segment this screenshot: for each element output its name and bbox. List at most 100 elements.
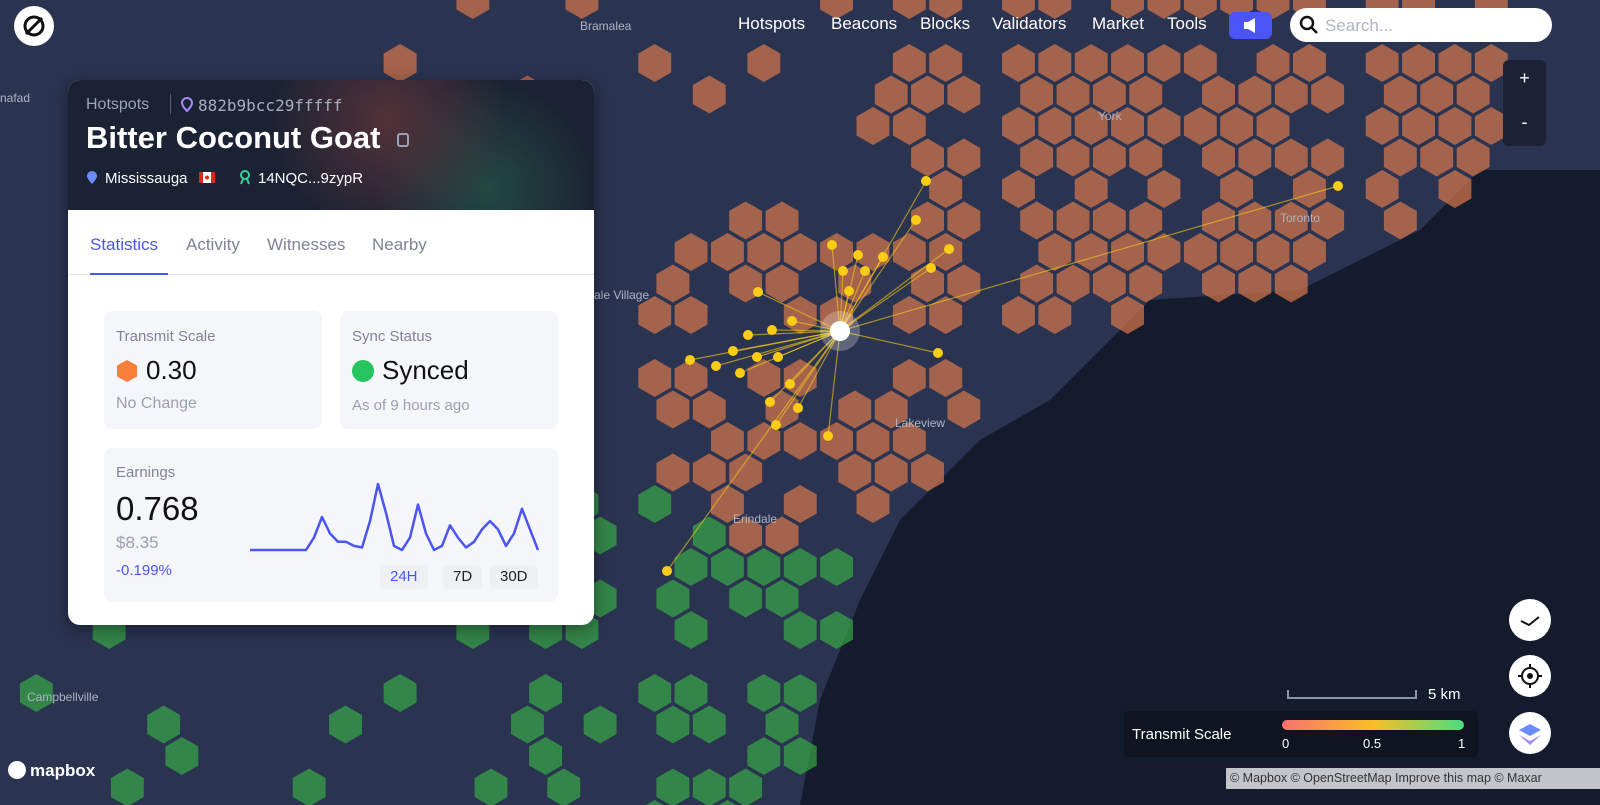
- hex: [656, 768, 690, 805]
- witness-dot: [785, 379, 795, 389]
- legend-tick: 0.5: [1363, 736, 1382, 751]
- range-button[interactable]: 30D: [490, 565, 538, 589]
- hex: [1293, 44, 1326, 82]
- megaphone-icon: [1244, 18, 1255, 33]
- hex: [838, 390, 872, 429]
- hex: [1256, 233, 1290, 271]
- layers-icon: [1519, 724, 1541, 745]
- hex: [638, 485, 672, 523]
- attribution[interactable]: © Mapbox © OpenStreetMap Improve this ma…: [1226, 768, 1600, 789]
- hex: [646, 800, 664, 805]
- mapbox-logo[interactable]: mapbox: [8, 761, 95, 781]
- hex: [1002, 107, 1035, 145]
- layers-button[interactable]: [1509, 712, 1551, 754]
- tab[interactable]: Witnesses: [267, 235, 346, 254]
- hex: [947, 75, 981, 114]
- nav-item[interactable]: Validators: [992, 14, 1067, 33]
- hex: [765, 705, 799, 744]
- logo[interactable]: [14, 6, 54, 46]
- hex: [711, 548, 744, 586]
- hex: [1074, 170, 1108, 208]
- hex: [1420, 138, 1454, 177]
- hex: [856, 422, 890, 460]
- tab[interactable]: Statistics: [90, 235, 159, 254]
- address[interactable]: 882b9bcc29fffff: [198, 96, 343, 115]
- hex: [1456, 75, 1490, 114]
- hex: [638, 674, 672, 712]
- hex: [1183, 44, 1217, 82]
- hotspot-marker: [830, 321, 850, 341]
- hex: [1111, 0, 1144, 19]
- hex: [892, 107, 926, 145]
- hex: [1056, 264, 1090, 303]
- hex: [1111, 233, 1144, 271]
- search-icon: [1299, 15, 1318, 34]
- transmit-change: No Change: [116, 395, 197, 412]
- hex: [1147, 107, 1181, 145]
- copy-icon[interactable]: [396, 132, 410, 148]
- hex: [892, 359, 926, 397]
- owner[interactable]: 14NQC...9zypR: [258, 170, 364, 187]
- hex: [1038, 44, 1072, 82]
- nav-item[interactable]: Hotspots: [738, 14, 806, 33]
- map-label: Bramalea: [580, 19, 632, 33]
- witness-line: [739, 330, 841, 374]
- hex: [1111, 296, 1144, 334]
- hex: [1111, 44, 1144, 82]
- witness-dot: [838, 266, 848, 276]
- witness-dot: [860, 266, 870, 276]
- hex: [674, 611, 708, 649]
- hex: [1147, 233, 1181, 271]
- hex: [1020, 75, 1054, 114]
- city[interactable]: Mississauga: [105, 170, 188, 187]
- hex: [1293, 170, 1326, 208]
- tab[interactable]: Nearby: [372, 235, 427, 254]
- hex: [1092, 75, 1126, 114]
- range-button[interactable]: 24H: [380, 565, 428, 589]
- hex: [718, 800, 737, 805]
- hex: [1456, 138, 1490, 177]
- hex: [747, 674, 781, 712]
- nav-item[interactable]: Market: [1092, 14, 1144, 33]
- nav-item[interactable]: Beacons: [831, 14, 898, 33]
- hex: [1420, 75, 1454, 114]
- hex: [329, 705, 362, 744]
- hotspot-name: Bitter Coconut Goat: [86, 120, 381, 155]
- sync-value: Synced: [382, 355, 469, 385]
- nav-item[interactable]: Blocks: [920, 14, 971, 33]
- hex: [1474, 107, 1508, 145]
- transmit-box: Transmit Scale 0.30 No Change: [104, 311, 322, 429]
- hex: [783, 548, 817, 586]
- witness-line: [666, 330, 841, 572]
- hex: [656, 579, 690, 618]
- sync-box: Sync Status Synced As of 9 hours ago: [340, 311, 558, 429]
- zoom-in[interactable]: +: [1519, 68, 1530, 88]
- hex: [692, 453, 726, 492]
- witness-dot: [765, 397, 775, 407]
- search-box[interactable]: Search...: [1290, 8, 1552, 42]
- witness-dot: [771, 420, 781, 430]
- zoom-out[interactable]: -: [1521, 112, 1528, 132]
- tab[interactable]: Activity: [186, 235, 240, 254]
- witness-dot: [944, 244, 954, 254]
- locate-button[interactable]: [1509, 655, 1551, 697]
- hex: [1038, 296, 1072, 334]
- hex: [747, 422, 781, 460]
- announce-button[interactable]: [1229, 12, 1272, 39]
- hex: [1202, 138, 1235, 177]
- breadcrumb[interactable]: Hotspots: [86, 96, 150, 113]
- range-button[interactable]: 7D: [443, 565, 483, 589]
- hex: [692, 516, 726, 555]
- hex: [1474, 44, 1508, 82]
- hex: [456, 0, 490, 19]
- hex: [729, 516, 763, 555]
- hex: [1147, 170, 1181, 208]
- witness-line: [756, 330, 841, 358]
- hex: [929, 0, 963, 19]
- hex: [674, 296, 708, 334]
- hex: [711, 422, 744, 460]
- transmit-label: Transmit Scale: [116, 328, 216, 345]
- hex: [1256, 107, 1290, 145]
- nav-item[interactable]: Tools: [1167, 14, 1207, 33]
- ruler-button[interactable]: [1509, 599, 1551, 641]
